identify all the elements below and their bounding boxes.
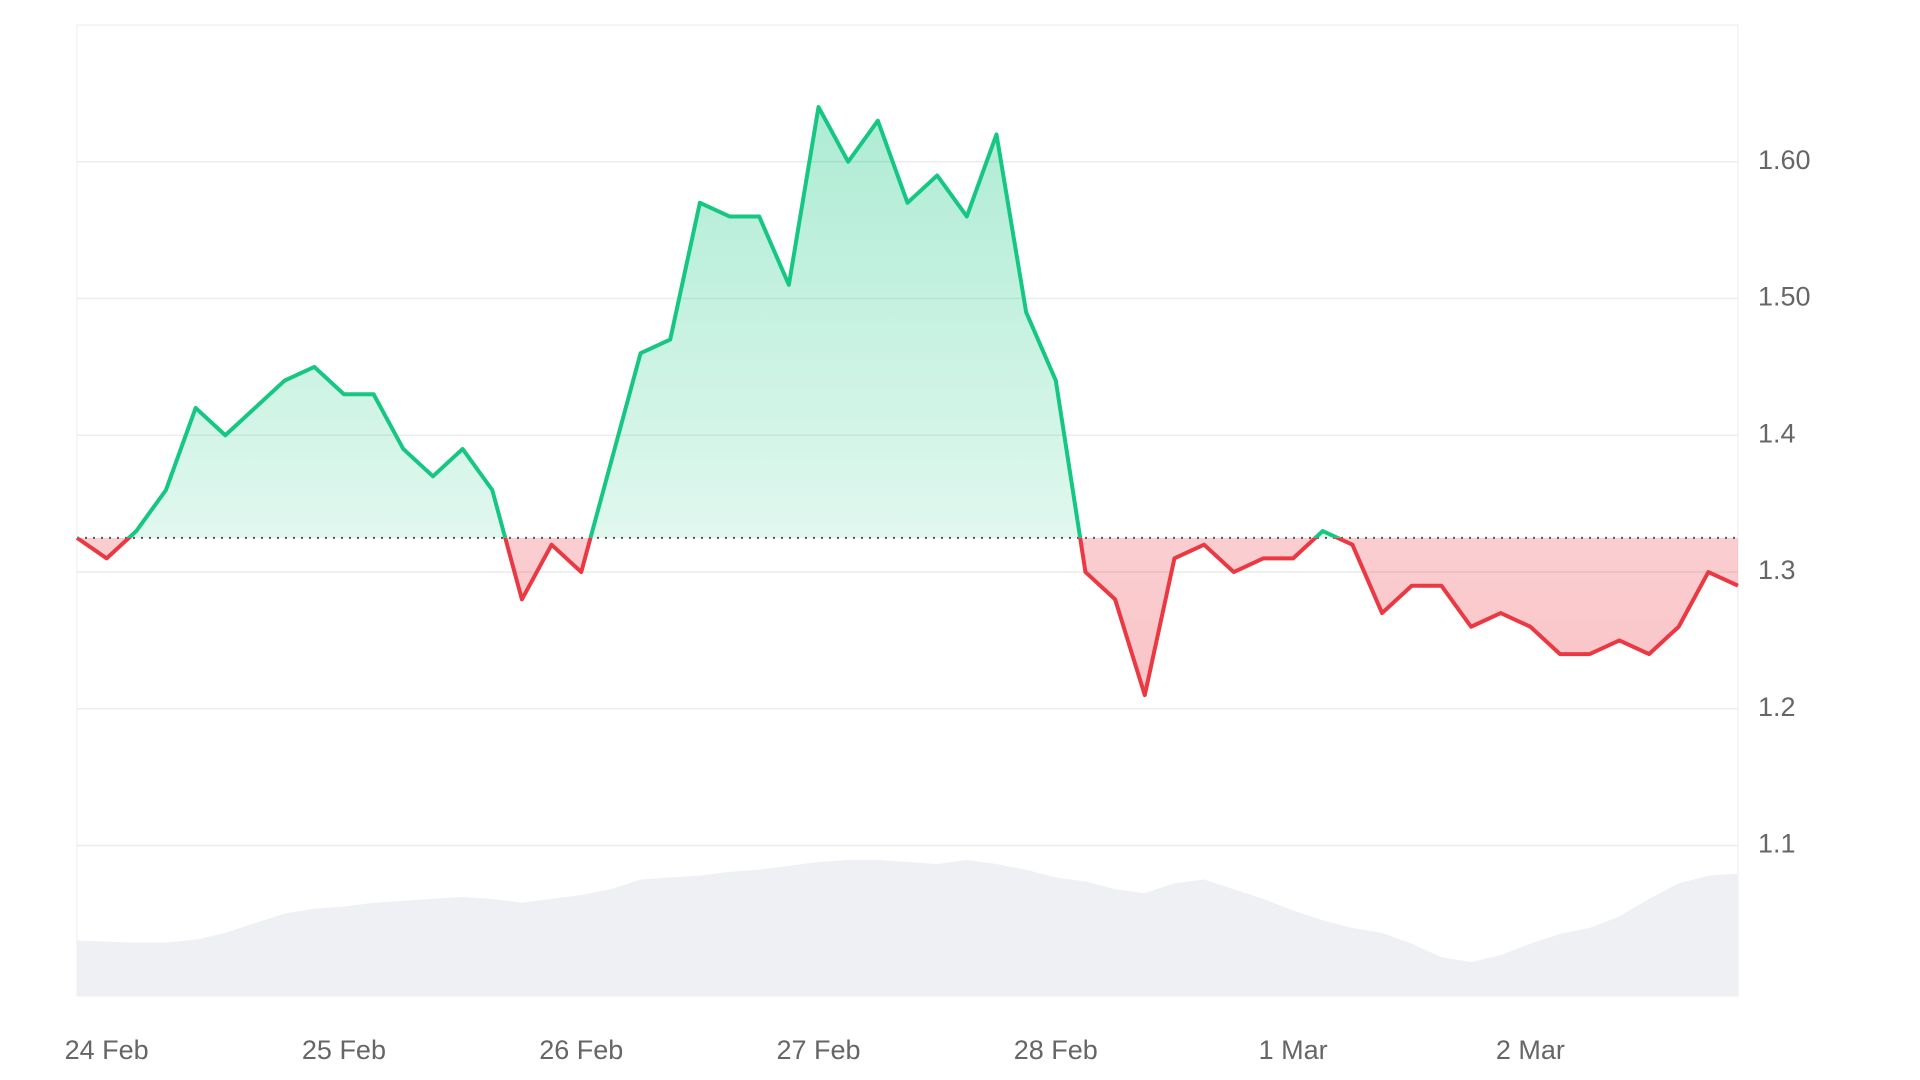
y-tick-label: 1.3 [1758, 555, 1796, 585]
x-tick-label: 27 Feb [776, 1035, 860, 1065]
x-tick-label: 1 Mar [1259, 1035, 1328, 1065]
price-line-down [75, 537, 1739, 698]
x-tick-label: 28 Feb [1014, 1035, 1098, 1065]
x-tick-label: 24 Feb [65, 1035, 149, 1065]
y-tick-label: 1.50 [1758, 282, 1811, 312]
x-tick-label: 26 Feb [539, 1035, 623, 1065]
volume-area [77, 860, 1738, 996]
x-tick-label: 25 Feb [302, 1035, 386, 1065]
area-down [77, 537, 1738, 696]
y-tick-label: 1.60 [1758, 145, 1811, 175]
area-up [77, 107, 1738, 538]
y-tick-label: 1.1 [1758, 829, 1796, 859]
x-tick-label: 2 Mar [1496, 1035, 1565, 1065]
price-line-up [76, 105, 1343, 538]
y-tick-label: 1.4 [1758, 418, 1796, 448]
y-tick-label: 1.2 [1758, 692, 1796, 722]
